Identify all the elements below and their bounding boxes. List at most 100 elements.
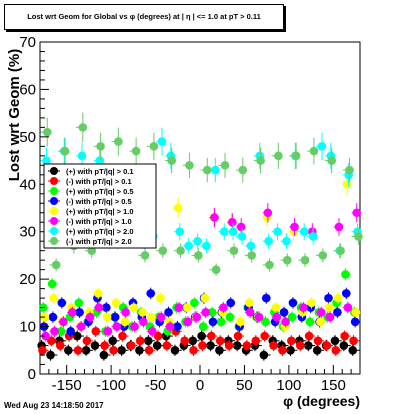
axes: 0 10 20 30 40 50 60 70 -150 -100 -50 0 50 100 150 [19, 34, 352, 394]
data-point [73, 345, 83, 355]
data-point [229, 246, 239, 255]
y-tick-label: 10 [19, 319, 36, 336]
data-point [189, 345, 198, 355]
data-point [48, 312, 58, 322]
data-point [188, 336, 198, 346]
data-point [220, 161, 230, 170]
data-point [210, 213, 219, 222]
data-point [149, 142, 159, 151]
data-point [57, 298, 67, 308]
y-tick-label: 60 [19, 81, 36, 98]
data-point [207, 308, 217, 317]
timestamp: Wed Aug 23 14:18:50 2017 [4, 401, 104, 410]
data-point [117, 345, 126, 355]
data-point [334, 222, 344, 232]
data-point [101, 303, 111, 312]
y-tick-label: 0 [28, 366, 36, 383]
data-point [167, 156, 176, 165]
data-point [287, 336, 296, 346]
data-point [274, 151, 283, 161]
data-point [111, 298, 121, 308]
data-point [135, 336, 145, 346]
data-point [263, 208, 273, 218]
data-point [144, 336, 153, 346]
data-point [96, 142, 105, 151]
data-point [100, 341, 109, 350]
data-point [216, 317, 226, 327]
x-tick-label: -100 [96, 377, 126, 394]
y-tick-label: 50 [19, 129, 36, 146]
legend-label: (+) with pT/|q| > 1.0 [66, 207, 134, 216]
data-point [259, 350, 269, 360]
data-point [176, 246, 185, 255]
data-point [300, 255, 310, 265]
data-point [165, 322, 175, 331]
data-point [340, 331, 349, 341]
data-points [37, 112, 363, 361]
data-point [316, 308, 326, 317]
data-point [147, 312, 156, 322]
legend-label: (+) with pT/|q| > 0.5 [66, 187, 134, 196]
legend-label: (-) with pT/|q| > 1.0 [66, 217, 132, 226]
data-point [261, 317, 270, 327]
data-point [77, 151, 87, 161]
data-point [121, 308, 130, 317]
data-point [290, 222, 299, 232]
data-point [175, 227, 185, 237]
data-point [81, 345, 91, 355]
data-point [93, 289, 103, 298]
data-point [317, 142, 327, 151]
data-point [278, 345, 287, 355]
data-point [341, 270, 350, 279]
data-point [316, 317, 325, 327]
data-point [72, 331, 82, 341]
data-point [343, 303, 353, 312]
x-tick-label: -150 [52, 377, 82, 394]
data-point [173, 203, 183, 213]
data-point [135, 345, 144, 355]
data-point [85, 312, 95, 322]
data-point [224, 341, 234, 350]
data-point [325, 312, 335, 322]
data-point [55, 341, 65, 350]
data-point [120, 317, 130, 327]
data-point [153, 331, 163, 341]
data-point [206, 341, 215, 350]
data-point [114, 137, 123, 146]
data-point [118, 331, 127, 341]
data-point [307, 298, 316, 308]
data-point [238, 165, 248, 175]
legend-marker [50, 187, 58, 195]
data-point [291, 151, 301, 161]
y-tick-label: 20 [19, 271, 36, 288]
data-point [226, 298, 236, 308]
data-point [273, 227, 282, 237]
data-point [174, 303, 184, 312]
data-point [261, 293, 271, 303]
data-point [247, 251, 256, 260]
data-point [185, 161, 194, 170]
data-point [99, 350, 109, 360]
data-point [345, 165, 354, 175]
data-point [299, 303, 308, 312]
data-point [342, 179, 352, 189]
legend-label: (+) with pT/|q| > 0.1 [66, 167, 134, 176]
data-point [38, 345, 47, 355]
data-point [198, 322, 208, 331]
data-point [269, 341, 278, 350]
data-point [183, 317, 193, 327]
y-tick-label: 40 [19, 176, 36, 193]
data-point [286, 345, 295, 355]
x-tick-label: 50 [236, 377, 253, 394]
data-point [225, 312, 235, 322]
data-point [47, 336, 56, 346]
data-point [288, 298, 298, 308]
data-point [190, 298, 199, 308]
data-point [173, 322, 182, 331]
data-point [287, 312, 297, 322]
legend: (+) with pT/|q| > 0.1(-) with pT/|q| > 0… [43, 163, 157, 249]
data-point [193, 236, 202, 246]
data-point [170, 345, 180, 355]
data-point [102, 312, 112, 322]
data-point [322, 341, 332, 350]
